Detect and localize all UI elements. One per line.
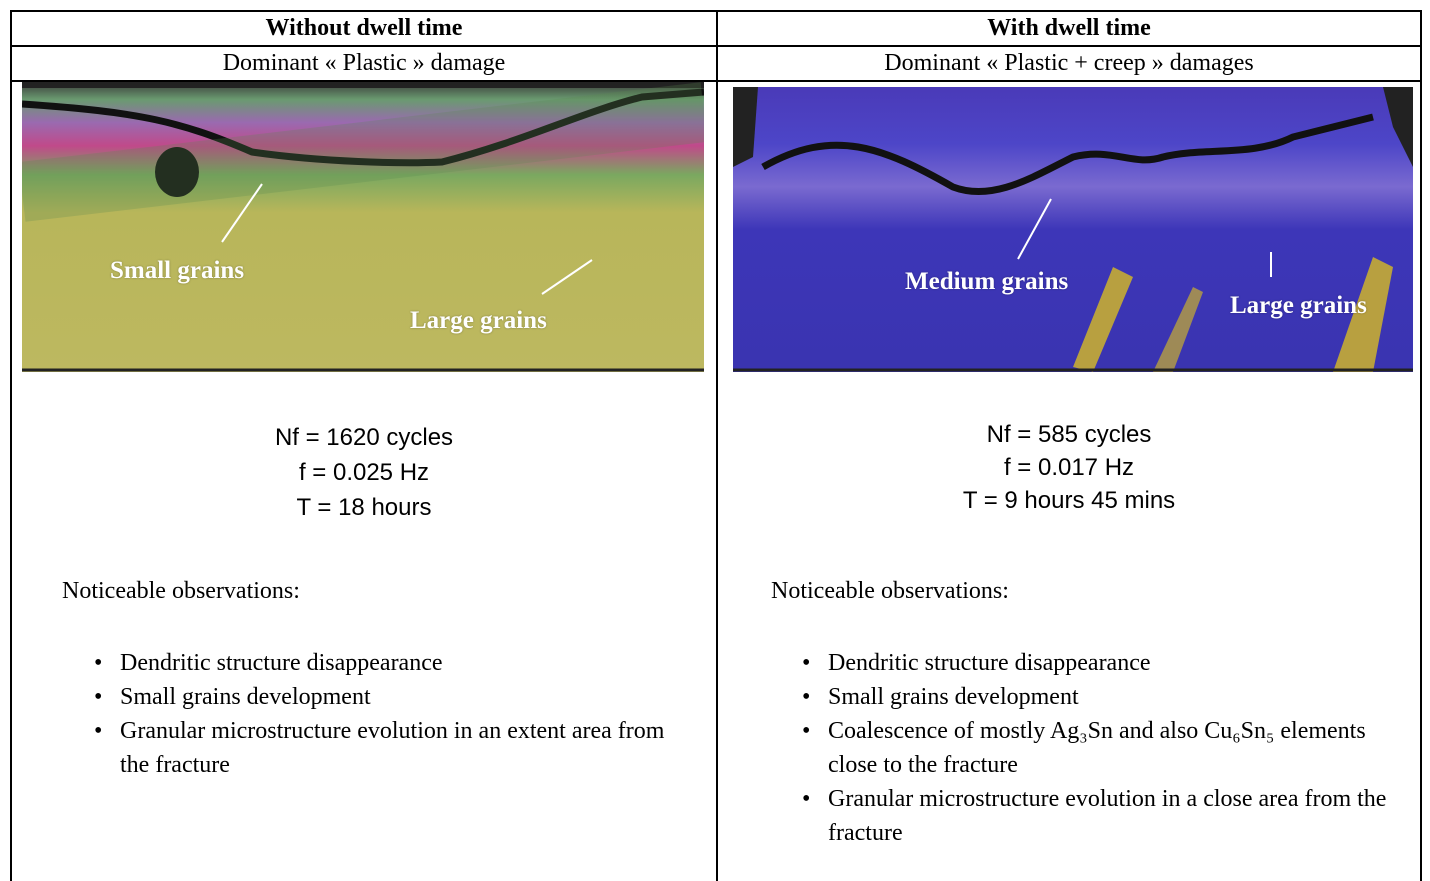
observations-title: Noticeable observations: [62,578,300,604]
parameters: Nf = 585 cycles f = 0.017 Hz T = 9 hours… [718,418,1420,517]
border [10,45,1422,47]
micrograph-overlay [733,87,1413,372]
border [10,80,1422,82]
parameter: f = 0.017 Hz [1003,454,1135,481]
parameters: Nf = 1620 cycles f = 0.025 Hz T = 18 hou… [12,420,716,525]
parameter: T = 9 hours 45 mins [962,487,1176,514]
border [1420,10,1422,881]
observation: Small grains development [802,680,1413,714]
image-label: Large grains [410,307,547,334]
image-label: Large grains [1230,292,1367,319]
image-label: Small grains [110,257,245,284]
border [10,10,12,881]
subheader-cell: Dominant « Plastic + creep » damages [884,50,1254,76]
observation-list: Dendritic structure disappearance Small … [802,646,1413,850]
observation: Small grains development [94,680,680,714]
parameter: T = 18 hours [296,494,432,521]
parameter: Nf = 585 cycles [986,421,1152,448]
observations-title: Noticeable observations: [771,578,1009,604]
micrograph: Small grains Large grains [22,82,704,372]
micrograph: Medium grains Large grains [733,87,1413,372]
image-label: Medium grains [905,268,1069,295]
micrograph-overlay [22,82,704,372]
observation: Coalescence of mostly Ag₃Sn and also Cu₆… [802,714,1413,782]
subheader-cell: Dominant « Plastic » damage [222,50,506,76]
observation: Dendritic structure disappearance [802,646,1413,680]
parameter: f = 0.025 Hz [298,459,430,486]
observation: Dendritic structure disappearance [94,646,680,680]
border [716,10,718,881]
observation-list: Dendritic structure disappearance Small … [94,646,680,782]
observation: Granular microstructure evolution in a c… [802,782,1413,850]
header-cell: With dwell time [987,15,1151,41]
parameter: Nf = 1620 cycles [274,424,454,451]
header-cell: Without dwell time [265,15,463,41]
observation: Granular microstructure evolution in an … [94,714,680,782]
border [10,10,1422,12]
